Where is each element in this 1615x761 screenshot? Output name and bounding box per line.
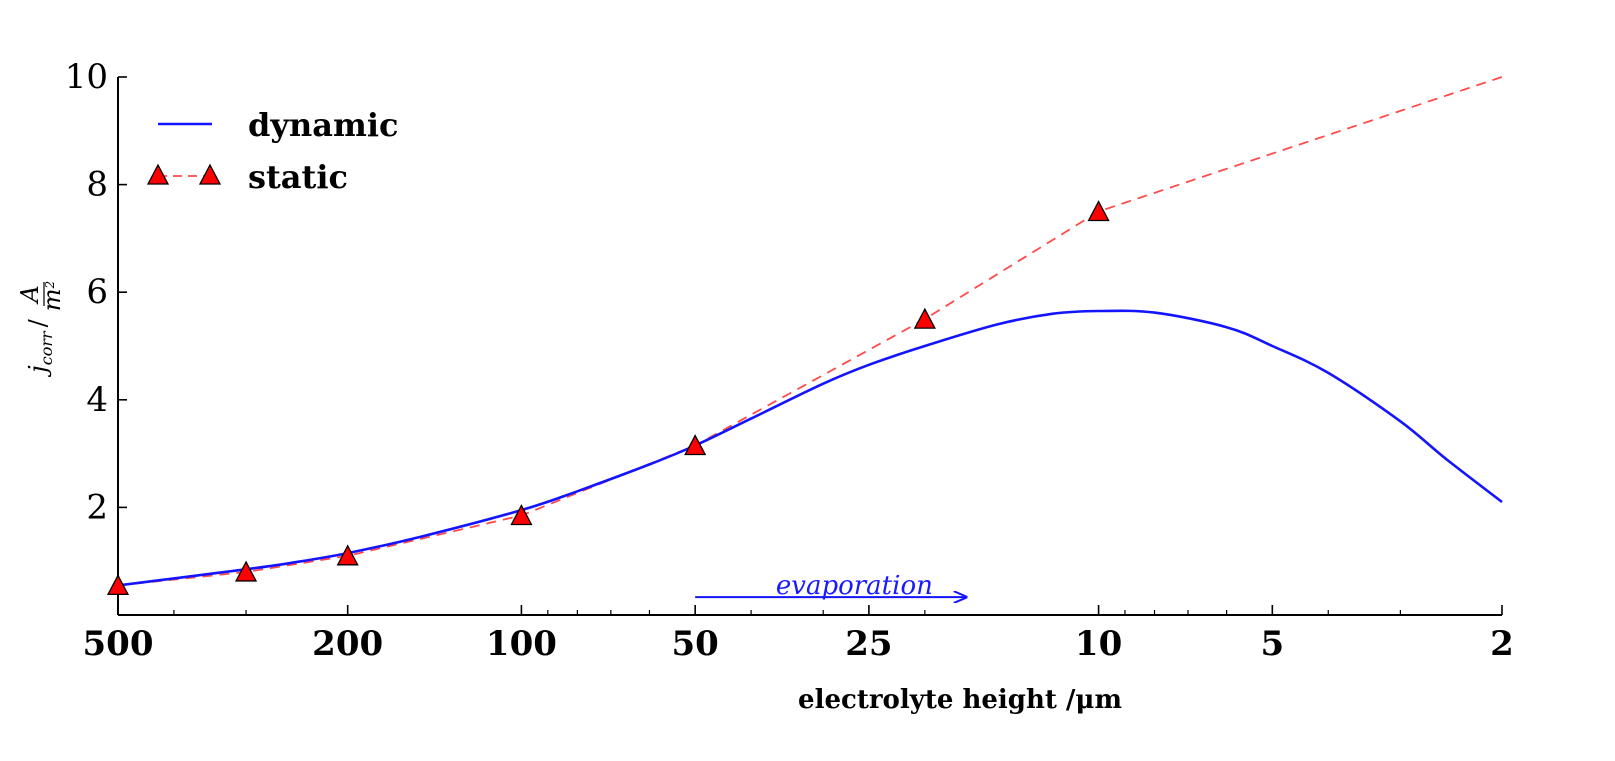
legend-dynamic-label: dynamic <box>248 106 398 144</box>
axes <box>117 77 1502 616</box>
static-marker-50 <box>684 434 707 456</box>
ylabel-slash: / <box>24 318 52 327</box>
y-axis-label-text: jcorr / <box>24 318 56 377</box>
x-tick-label-50: 50 <box>671 624 718 664</box>
ylabel-denominator: m2 <box>38 281 66 311</box>
x-tick-label-200: 200 <box>312 624 383 664</box>
evaporation-annotation: evaporation <box>776 571 933 601</box>
y-tick-label-10: 10 <box>65 57 108 97</box>
ylabel-numerator: A <box>16 285 44 304</box>
series-dynamic-line <box>117 309 1503 587</box>
y-tick-label-4: 4 <box>86 380 108 420</box>
x-tick-label-2: 2 <box>1490 624 1514 664</box>
y-tick-label-2: 2 <box>86 487 108 527</box>
annotations: evaporation <box>695 571 965 601</box>
static-marker-20 <box>913 307 936 329</box>
x-tick-label-5: 5 <box>1260 624 1284 664</box>
y-tick-label-8: 8 <box>86 165 108 205</box>
static-marker-300 <box>234 560 258 582</box>
static-marker-100 <box>510 504 533 526</box>
x-tick-label-10: 10 <box>1075 624 1122 664</box>
static-marker-200 <box>336 544 359 566</box>
x-tick-label-100: 100 <box>486 624 557 664</box>
x-tick-label-25: 25 <box>845 624 892 664</box>
ylabel-sub: corr <box>37 330 56 365</box>
static-marker-10 <box>1087 200 1110 222</box>
static-marker-500 <box>106 574 130 596</box>
legend-static-marker-2 <box>198 163 222 185</box>
x-tick-labels: 500 200 100 50 25 10 5 2 <box>83 624 1514 664</box>
plot-area <box>106 76 1503 596</box>
x-axis-label: electrolyte height /μm <box>798 685 1122 715</box>
legend-static-label: static <box>248 158 348 196</box>
legend: dynamic static <box>146 106 398 196</box>
x-tick-label-500: 500 <box>83 624 154 664</box>
y-tick-labels: 2 4 6 8 10 <box>65 57 108 527</box>
y-axis-label: jcorr / A m2 <box>16 281 66 378</box>
ylabel-j: j <box>24 365 52 378</box>
x-axis-label-text: electrolyte height /μm <box>798 685 1122 715</box>
y-tick-label-6: 6 <box>86 272 108 312</box>
legend-static-marker-1 <box>146 163 170 185</box>
series-static-line <box>117 76 1503 587</box>
